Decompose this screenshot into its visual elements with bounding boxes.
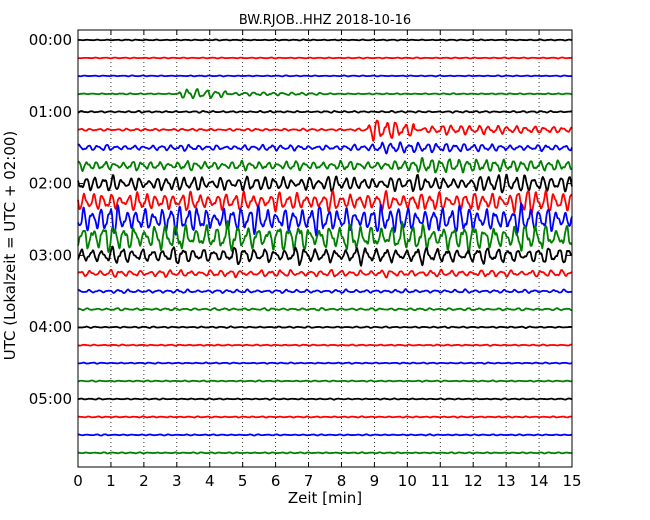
x-tick-label: 15 [562, 472, 581, 490]
x-tick-label: 4 [205, 472, 215, 490]
trace-line [77, 74, 573, 78]
trace-line [77, 397, 573, 401]
trace-line [77, 268, 573, 279]
y-tick-label: 02:00 [29, 175, 72, 193]
x-tick-label: 13 [497, 472, 516, 490]
trace-line [77, 307, 573, 312]
trace-line [77, 451, 573, 455]
trace-line [77, 343, 573, 347]
x-tick-label: 9 [370, 472, 380, 490]
grid-lines [110, 30, 540, 467]
trace-line [77, 109, 573, 114]
x-tick-label: 0 [73, 472, 83, 490]
trace-line [77, 38, 573, 42]
trace-line [77, 433, 573, 437]
x-tick-label: 5 [238, 472, 248, 490]
trace-line [77, 156, 573, 174]
trace-line [77, 325, 573, 329]
x-tick-label: 2 [139, 472, 149, 490]
y-tick-label: 01:00 [29, 103, 72, 121]
x-axis-label: Zeit [min] [288, 489, 362, 507]
trace-line [77, 56, 573, 60]
trace-line [77, 141, 573, 155]
y-tick-label: 00:00 [29, 31, 72, 49]
x-tick-label: 7 [304, 472, 314, 490]
trace-line [77, 173, 573, 194]
trace-line [77, 88, 573, 100]
trace-line [77, 220, 573, 255]
x-tick-label: 1 [106, 472, 116, 490]
x-tick-label: 11 [431, 472, 450, 490]
x-tick-label: 10 [398, 472, 417, 490]
x-tick-label: 6 [271, 472, 281, 490]
y-tick-label: 03:00 [29, 246, 72, 264]
trace-line [77, 379, 573, 383]
y-tick-label: 04:00 [29, 318, 72, 336]
x-tick-label: 12 [464, 472, 483, 490]
trace-line [77, 202, 573, 237]
y-tick-label: 05:00 [29, 390, 72, 408]
trace-line [77, 189, 573, 216]
y-axis-label: UTC (Lokalzeit = UTC + 02:00) [1, 131, 19, 361]
axis-ticks: 0 1 2 3 4 5 6 7 8 9 10 11 12 13 14 1500:0001:0002:0003:… [29, 30, 582, 490]
chart-title: BW.RJOB..HHZ 2018-10-16 [239, 13, 411, 28]
x-tick-label: 3 [172, 472, 182, 490]
x-tick-label: 14 [530, 472, 549, 490]
trace-line [77, 288, 573, 294]
trace-line [77, 361, 573, 365]
seismic-traces [77, 38, 573, 455]
trace-line [77, 119, 573, 142]
trace-line [77, 415, 573, 419]
trace-line [77, 245, 573, 267]
x-tick-label: 8 [337, 472, 347, 490]
plot-frame [77, 29, 573, 468]
